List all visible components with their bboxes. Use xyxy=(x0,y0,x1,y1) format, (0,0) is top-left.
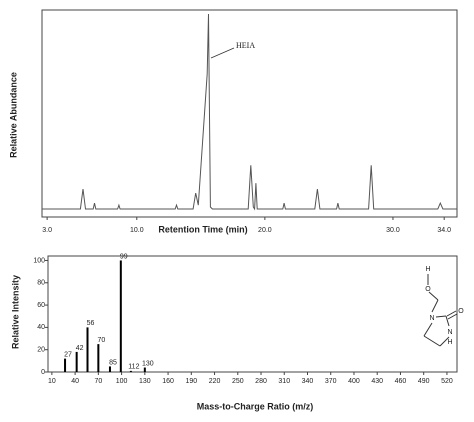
x-tick-label: 370 xyxy=(325,378,337,385)
annotation-arrow xyxy=(210,47,235,59)
y-axis-title: Relative Intensity xyxy=(10,275,20,349)
value-label: 85 xyxy=(109,359,117,366)
bar xyxy=(129,370,132,372)
x-tick-label: 250 xyxy=(232,378,244,385)
x-tick-label: 220 xyxy=(209,378,221,385)
bar xyxy=(86,327,89,372)
bar xyxy=(119,260,122,372)
x-tick-label: 10 xyxy=(48,378,56,385)
x-tick-label: 520 xyxy=(441,378,453,385)
x-tick-label: 400 xyxy=(348,378,360,385)
bar xyxy=(64,358,67,372)
x-tick-label: 310 xyxy=(278,378,290,385)
bar xyxy=(143,367,146,372)
value-label: 112 xyxy=(128,364,139,371)
x-tick-label: 460 xyxy=(395,378,407,385)
atom-label: N xyxy=(429,315,434,322)
bar xyxy=(75,351,78,372)
x-axis-title: Mass-to-Charge Ratio (m/z) xyxy=(197,401,314,411)
value-label: 42 xyxy=(76,345,84,352)
y-tick-label: 100 xyxy=(33,257,45,264)
x-axis-title: Retention Time (min) xyxy=(158,224,247,234)
y-tick-label: 20 xyxy=(37,347,45,354)
atom-label: H xyxy=(447,339,452,346)
x-tick-label: 160 xyxy=(162,378,174,385)
plot-frame xyxy=(47,255,458,373)
atom-label: N xyxy=(447,329,452,336)
value-label: 99 xyxy=(120,253,128,260)
bar xyxy=(108,366,111,372)
x-tick-label: 30.0 xyxy=(386,227,400,234)
plot-frame xyxy=(41,9,458,218)
atom-label: O xyxy=(425,286,431,293)
x-tick-label: 190 xyxy=(185,378,197,385)
chromatogram-line xyxy=(42,13,457,211)
value-label: 130 xyxy=(142,360,154,367)
annotation: HEIA xyxy=(236,41,255,50)
value-label: 56 xyxy=(87,320,95,327)
x-tick-label: 20.0 xyxy=(258,227,272,234)
x-tick-label: 490 xyxy=(418,378,430,385)
x-tick-label: 430 xyxy=(371,378,383,385)
y-tick-label: 0 xyxy=(41,369,45,376)
y-axis-title: Relative Abundance xyxy=(8,72,18,158)
bar xyxy=(97,344,100,372)
x-tick-label: 70 xyxy=(94,378,102,385)
value-label: 70 xyxy=(97,337,105,344)
x-tick-label: 100 xyxy=(116,378,128,385)
y-tick-label: 60 xyxy=(37,302,45,309)
atom-label: H xyxy=(425,266,430,273)
x-tick-label: 280 xyxy=(255,378,267,385)
value-label: 27 xyxy=(64,351,72,358)
x-tick-label: 34.0 xyxy=(437,227,451,234)
x-tick-label: 340 xyxy=(302,378,314,385)
x-tick-label: 10.0 xyxy=(130,227,144,234)
x-tick-label: 130 xyxy=(139,378,151,385)
x-tick-label: 3.0 xyxy=(42,227,52,234)
x-tick-label: 40 xyxy=(71,378,79,385)
y-tick-label: 40 xyxy=(37,324,45,331)
molecule xyxy=(423,274,458,347)
y-tick-label: 80 xyxy=(37,280,45,287)
atom-label: O xyxy=(458,308,464,315)
